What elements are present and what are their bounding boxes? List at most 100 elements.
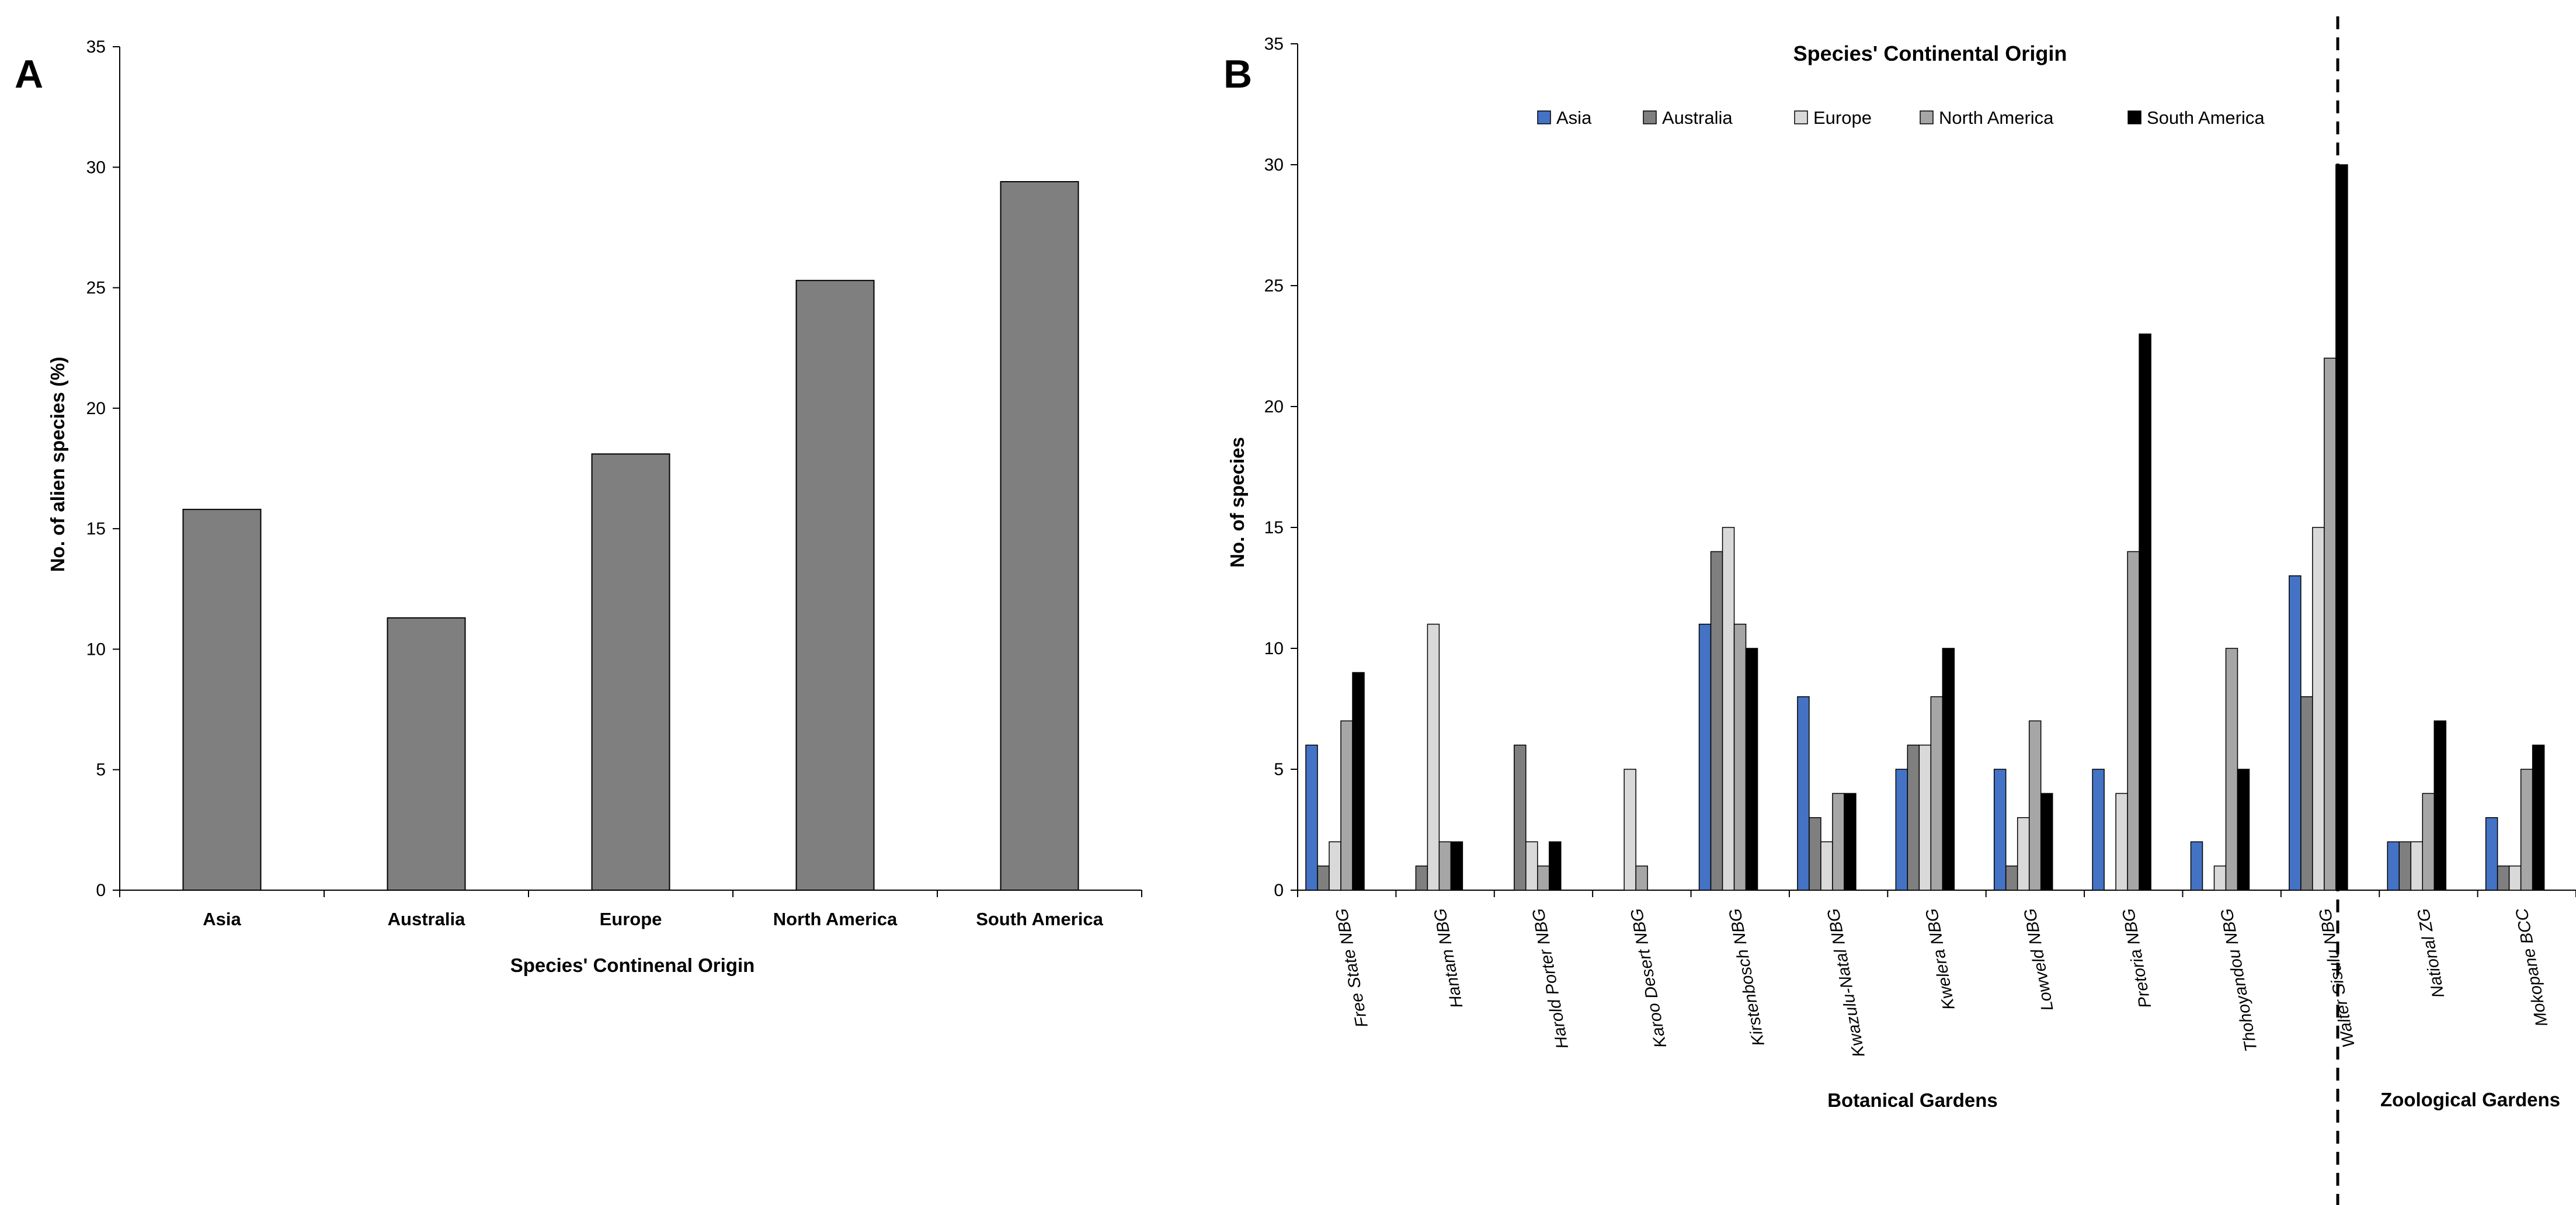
panel-b-x-tick-label: Thohoyandou NBG	[2217, 907, 2261, 1053]
bar-walter-sisulu-nbg-north-america	[2324, 357, 2337, 891]
bar-hantam-nbg-south-america	[1450, 841, 1463, 891]
bar-lowveld-nbg-australia	[2005, 865, 2018, 891]
bar-harold-porter-nbg-australia	[1514, 744, 1527, 891]
bar-thohoyandou-nbg-south-america	[2237, 769, 2250, 891]
bar-mokopane-bcc-south-america	[2532, 744, 2545, 891]
panel-a-y-tick-label: 10	[86, 640, 106, 659]
bar-kirstenbosch-nbg-australia	[1710, 551, 1723, 891]
panel-a-bars	[182, 181, 1079, 891]
panel-a-y-tick-label: 0	[96, 881, 106, 900]
bar-lowveld-nbg-south-america	[2040, 793, 2053, 891]
panel-a-x-tick-label: North America	[773, 909, 898, 929]
panel-a-y-tick-label: 20	[86, 399, 106, 418]
bar-kwazulu-natal-nbg-north-america	[1832, 793, 1845, 891]
panel-b-y-tick-label: 30	[1264, 155, 1284, 175]
bar-national-zg-asia	[2387, 841, 2400, 891]
bar-kwelera-nbg-asia	[1895, 769, 1908, 891]
bar-kwazulu-natal-nbg-europe	[1820, 841, 1833, 891]
bar-pretoria-nbg-south-america	[2139, 334, 2151, 891]
bar-kirstenbosch-nbg-north-america	[1733, 623, 1747, 891]
panel-a-y-tick-label: 25	[86, 279, 106, 298]
bar-free-state-nbg-north-america	[1340, 720, 1353, 891]
bar-pretoria-nbg-europe	[2115, 793, 2128, 891]
bar-pretoria-nbg-asia	[2092, 769, 2105, 891]
bar-mokopane-bcc-australia	[2497, 865, 2510, 891]
bar-kwelera-nbg-south-america	[1942, 648, 1955, 891]
legend-label-asia: Asia	[1556, 107, 1592, 128]
bar-walter-sisulu-nbg-australia	[2300, 696, 2313, 891]
group-label-botanical: Botanical Gardens	[1827, 1089, 1998, 1111]
panel-b-y-tick-label: 0	[1274, 881, 1284, 900]
bar-free-state-nbg-europe	[1329, 841, 1341, 891]
legend-title: Species' Continental Origin	[1793, 41, 2067, 65]
panel-a-x-tick-label: Asia	[203, 909, 241, 929]
panel-a-y-tick-label: 30	[86, 158, 106, 177]
legend-swatch-australia	[1643, 110, 1657, 124]
legend-swatch-north-america	[1920, 110, 1934, 124]
bar-asia	[182, 509, 262, 891]
bar-mokopane-bcc-europe	[2508, 865, 2522, 891]
panel-b-x-tick-label: Karoo Desert NBG	[1628, 907, 1670, 1050]
bar-europe	[591, 453, 670, 891]
bar-lowveld-nbg-asia	[1993, 769, 2007, 891]
panel-a-y-axis-title: No. of alien species (%)	[47, 357, 68, 572]
bar-karoo-desert-nbg-europe	[1624, 769, 1636, 891]
panel-b-x-tick-label: National ZG	[2414, 907, 2448, 999]
bar-thohoyandou-nbg-asia	[2190, 841, 2203, 891]
bar-hantam-nbg-australia	[1415, 865, 1428, 891]
bar-national-zg-europe	[2410, 841, 2423, 891]
bar-harold-porter-nbg-south-america	[1549, 841, 1562, 891]
panel-b-y-axis-title: No. of species	[1226, 437, 1248, 568]
legend-label-australia: Australia	[1662, 107, 1733, 128]
panel-a-letter: A	[15, 52, 43, 96]
bar-north-america	[795, 280, 875, 891]
panel-a-x-axis: Asia Australia Europe North America South Am…	[119, 890, 1142, 929]
bar-national-zg-north-america	[2422, 793, 2435, 891]
legend-swatch-asia	[1537, 110, 1551, 124]
bar-walter-sisulu-nbg-europe	[2312, 527, 2325, 891]
legend-swatch-europe	[1794, 110, 1808, 124]
panel-a-x-tick-label: Australia	[388, 909, 465, 929]
legend-label-north-america: North America	[1939, 107, 2054, 128]
panel-b-y-tick-label: 10	[1264, 639, 1284, 658]
panel-a-y-tick-label: 5	[96, 760, 106, 780]
bar-free-state-nbg-asia	[1305, 744, 1318, 891]
panel-b-x-axis	[1297, 890, 2576, 897]
group-label-zoological: Zoological Gardens	[2380, 1089, 2560, 1110]
panel-b-y-tick-label: 5	[1274, 760, 1284, 779]
bar-national-zg-australia	[2398, 841, 2411, 891]
panel-a-x-axis-title: Species' Continenal Origin	[510, 954, 755, 976]
bar-lowveld-nbg-europe	[2017, 817, 2030, 891]
legend: Asia Australia Europe North America South Am…	[1537, 107, 2265, 128]
panel-b: B Species' Continental Origin Asia Austra…	[1223, 16, 2576, 1205]
panel-b-x-tick-label: Kirstenbosch NBG	[1726, 907, 1768, 1047]
panel-a: A 0 5 10 15 20 25 30 35 Asia Australia Europe Nort…	[15, 37, 1142, 976]
panel-b-x-tick-label: Mokopane BCC	[2512, 907, 2551, 1028]
panel-a-y-tick-label: 15	[86, 519, 106, 539]
bar-hantam-nbg-europe	[1427, 623, 1440, 891]
bar-kwazulu-natal-nbg-south-america	[1844, 793, 1857, 891]
panel-b-y-tick-label: 25	[1264, 276, 1284, 296]
panel-b-y-tick-label: 35	[1264, 34, 1284, 54]
bar-kwelera-nbg-europe	[1918, 744, 1932, 891]
bar-thohoyandou-nbg-europe	[2213, 865, 2227, 891]
bar-kirstenbosch-nbg-south-america	[1745, 648, 1758, 891]
bar-kirstenbosch-nbg-europe	[1722, 527, 1735, 891]
panel-b-bars	[1305, 164, 2545, 891]
panel-a-y-tick-label: 35	[86, 37, 106, 57]
panel-b-y-tick-label: 20	[1264, 397, 1284, 416]
bar-hantam-nbg-north-america	[1438, 841, 1452, 891]
panel-b-letter: B	[1223, 52, 1252, 96]
legend-label-south-america: South America	[2147, 107, 2265, 128]
panel-a-x-tick-label: South America	[976, 909, 1103, 929]
bar-lowveld-nbg-north-america	[2028, 720, 2042, 891]
legend-label-europe: Europe	[1813, 107, 1872, 128]
bar-free-state-nbg-australia	[1317, 865, 1330, 891]
panel-b-y-axis: 0 5 10 15 20 25 30 35	[1264, 34, 1298, 900]
legend-swatch-south-america	[2127, 110, 2142, 124]
panel-b-x-tick-label: Hantam NBG	[1431, 907, 1466, 1009]
bar-walter-sisulu-nbg-south-america	[2335, 164, 2348, 891]
panel-b-x-tick-label: Lowveld NBG	[2021, 907, 2057, 1012]
bar-harold-porter-nbg-europe	[1525, 841, 1538, 891]
